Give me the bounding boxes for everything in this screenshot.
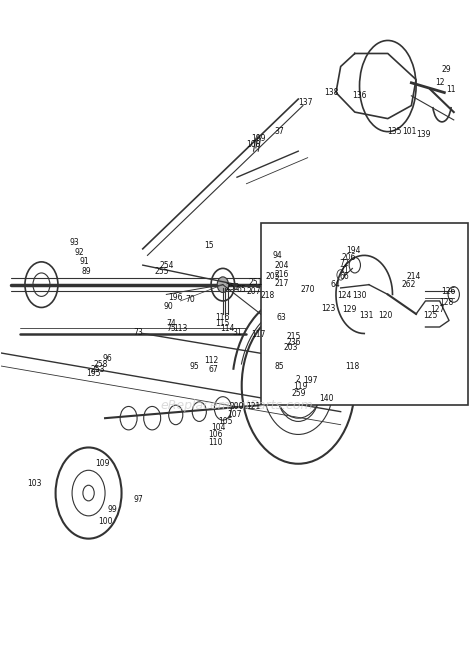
- Text: 103: 103: [27, 479, 42, 488]
- Text: 127: 127: [430, 305, 445, 314]
- Text: 259: 259: [291, 389, 306, 398]
- Text: 2: 2: [296, 375, 301, 384]
- Text: 92: 92: [74, 248, 84, 256]
- Text: 99: 99: [107, 505, 117, 514]
- Text: 107: 107: [228, 411, 242, 419]
- Text: 108: 108: [246, 140, 261, 149]
- Text: 138: 138: [324, 88, 338, 97]
- Text: 135: 135: [388, 127, 402, 136]
- Text: 64: 64: [330, 280, 340, 289]
- Text: 197: 197: [303, 376, 317, 385]
- Text: 72: 72: [340, 260, 349, 268]
- Text: 63: 63: [277, 313, 287, 322]
- Text: 236: 236: [286, 338, 301, 347]
- Text: 95: 95: [190, 362, 200, 371]
- Text: 251: 251: [249, 278, 263, 287]
- Text: 113: 113: [173, 324, 188, 333]
- Text: 262: 262: [402, 280, 416, 289]
- Text: 90: 90: [164, 301, 173, 311]
- Text: 139: 139: [416, 130, 430, 139]
- Text: 203: 203: [284, 343, 299, 353]
- Text: 128: 128: [439, 298, 454, 307]
- Text: 91: 91: [79, 258, 89, 266]
- Text: 15: 15: [204, 241, 214, 250]
- Text: 70: 70: [185, 295, 195, 304]
- Text: 204: 204: [274, 261, 289, 269]
- Text: 215: 215: [286, 332, 301, 341]
- Text: 137: 137: [298, 98, 312, 107]
- Text: 140: 140: [319, 394, 334, 403]
- Text: 96: 96: [102, 354, 112, 363]
- Text: 129: 129: [342, 305, 356, 314]
- FancyBboxPatch shape: [261, 223, 468, 405]
- Text: 255: 255: [155, 267, 169, 276]
- Text: 112: 112: [204, 356, 218, 366]
- Text: 37: 37: [274, 127, 284, 136]
- Text: 131: 131: [359, 311, 374, 320]
- Text: 101: 101: [402, 127, 416, 136]
- Text: 100: 100: [98, 517, 112, 526]
- Text: 254: 254: [159, 261, 173, 269]
- Text: 31: 31: [232, 328, 242, 337]
- Text: 120: 120: [378, 311, 392, 320]
- Text: 200: 200: [230, 402, 244, 411]
- Text: 270: 270: [301, 284, 315, 294]
- Text: 130: 130: [352, 291, 367, 300]
- Text: 216: 216: [274, 270, 289, 279]
- Text: 126: 126: [441, 286, 456, 296]
- Text: 117: 117: [251, 330, 265, 339]
- Text: 218: 218: [261, 291, 275, 300]
- Text: 66: 66: [339, 272, 349, 281]
- Text: 125: 125: [423, 311, 438, 320]
- Text: 93: 93: [70, 238, 79, 247]
- Text: 110: 110: [209, 438, 223, 447]
- Text: 136: 136: [352, 92, 367, 100]
- Text: 116: 116: [216, 313, 230, 322]
- Text: 252: 252: [225, 283, 239, 292]
- Text: 114: 114: [220, 324, 235, 334]
- Text: 207: 207: [246, 286, 261, 296]
- Text: 205: 205: [265, 271, 280, 281]
- Text: 94: 94: [272, 251, 282, 260]
- Text: 74: 74: [166, 319, 176, 328]
- Text: 97: 97: [133, 495, 143, 504]
- Text: 118: 118: [346, 362, 360, 371]
- Text: 206: 206: [342, 253, 356, 262]
- Text: 196: 196: [168, 293, 183, 302]
- Text: 194: 194: [346, 247, 361, 255]
- Text: 109: 109: [95, 459, 110, 468]
- Text: 12: 12: [435, 78, 445, 87]
- Text: 73: 73: [133, 328, 143, 337]
- Text: 258: 258: [93, 360, 108, 369]
- Text: 104: 104: [211, 423, 226, 432]
- Text: 65: 65: [237, 285, 246, 294]
- Text: 217: 217: [274, 279, 289, 288]
- Text: 11: 11: [447, 85, 456, 94]
- Text: 124: 124: [337, 291, 352, 300]
- Text: 106: 106: [209, 430, 223, 439]
- Text: 214: 214: [407, 272, 421, 281]
- Text: 123: 123: [322, 304, 336, 313]
- Text: 85: 85: [274, 362, 284, 371]
- Text: 115: 115: [216, 319, 230, 328]
- Text: 253: 253: [91, 365, 105, 374]
- Text: 71: 71: [340, 266, 349, 275]
- Text: 119: 119: [293, 383, 308, 391]
- Text: 121: 121: [246, 402, 261, 411]
- Circle shape: [217, 277, 228, 292]
- Text: 199: 199: [251, 133, 265, 143]
- Text: eReplacementParts.com: eReplacementParts.com: [161, 399, 313, 411]
- Text: 29: 29: [442, 65, 452, 75]
- Text: 105: 105: [218, 417, 232, 426]
- Text: 89: 89: [82, 267, 91, 276]
- Text: 67: 67: [209, 365, 219, 374]
- Text: 195: 195: [86, 370, 100, 379]
- Text: 75: 75: [166, 324, 176, 334]
